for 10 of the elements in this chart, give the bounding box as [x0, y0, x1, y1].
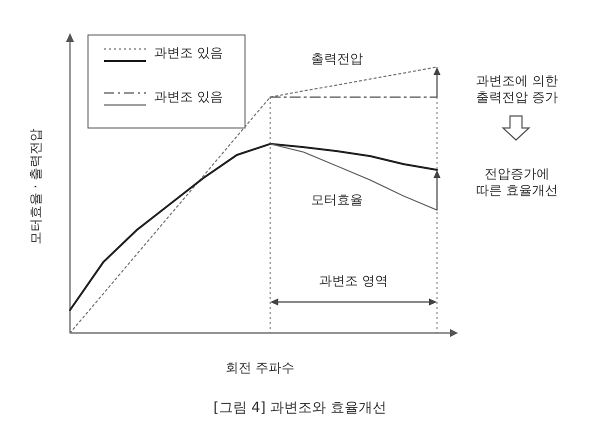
legend-label: 과변조 있음 [154, 46, 224, 61]
annotation: 과변조 영역 [319, 274, 388, 289]
legend-label: 과변조 있음 [154, 90, 224, 105]
y-axis-title: 모터효율 · 출력전압 [29, 128, 44, 245]
text: 과변조에 의한 출력전압 증가 [476, 74, 558, 106]
annotation: 출력전압 [310, 52, 363, 68]
text: [그림 4] 과변조와 효율개선 [213, 400, 387, 416]
x-axis-title: 회전 주파수 [225, 361, 295, 376]
text: 전압증가에 따른 효율개선 [476, 167, 558, 198]
annotation: 모터효율 [310, 192, 363, 208]
